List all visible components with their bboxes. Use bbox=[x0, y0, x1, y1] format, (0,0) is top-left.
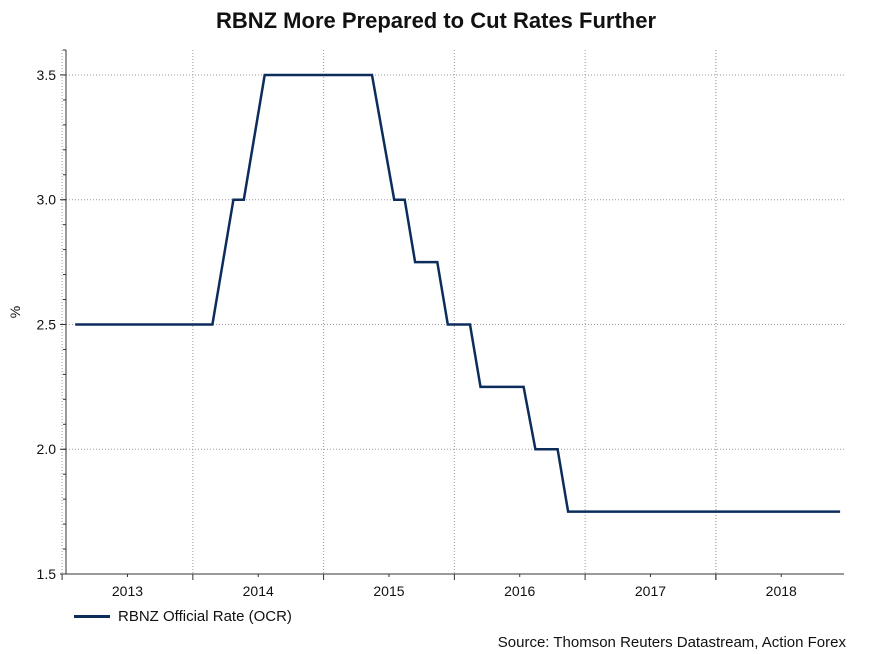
source-note: Source: Thomson Reuters Datastream, Acti… bbox=[497, 634, 846, 651]
grid-lines bbox=[61, 50, 844, 574]
y-tick-label: 2.5 bbox=[37, 316, 57, 332]
y-tick-label: 2.0 bbox=[37, 441, 57, 457]
x-tick-label: 2016 bbox=[504, 583, 535, 599]
y-axis-label: % bbox=[7, 306, 23, 318]
series-line bbox=[75, 73, 841, 513]
x-tick-label: 2017 bbox=[635, 583, 666, 599]
chart-title: RBNZ More Prepared to Cut Rates Further bbox=[215, 8, 657, 33]
y-tick-label: 1.5 bbox=[37, 566, 57, 582]
legend-swatch bbox=[74, 615, 110, 618]
legend-label: RBNZ Official Rate (OCR) bbox=[118, 608, 292, 625]
x-tick-label: 2018 bbox=[766, 583, 797, 599]
x-tick-label: 2014 bbox=[243, 583, 274, 599]
legend: RBNZ Official Rate (OCR) bbox=[74, 608, 292, 625]
tick-labels: 1.5 2.0 2.5 3.0 3.5 2013 2014 2015 2016 2017 2018 bbox=[37, 67, 797, 599]
x-tick-label: 2013 bbox=[112, 583, 143, 599]
x-tick-label: 2015 bbox=[373, 583, 404, 599]
series-layer bbox=[75, 73, 841, 513]
y-tick-label: 3.0 bbox=[37, 192, 57, 208]
axes bbox=[60, 49, 844, 580]
y-tick-label: 3.5 bbox=[37, 67, 57, 83]
